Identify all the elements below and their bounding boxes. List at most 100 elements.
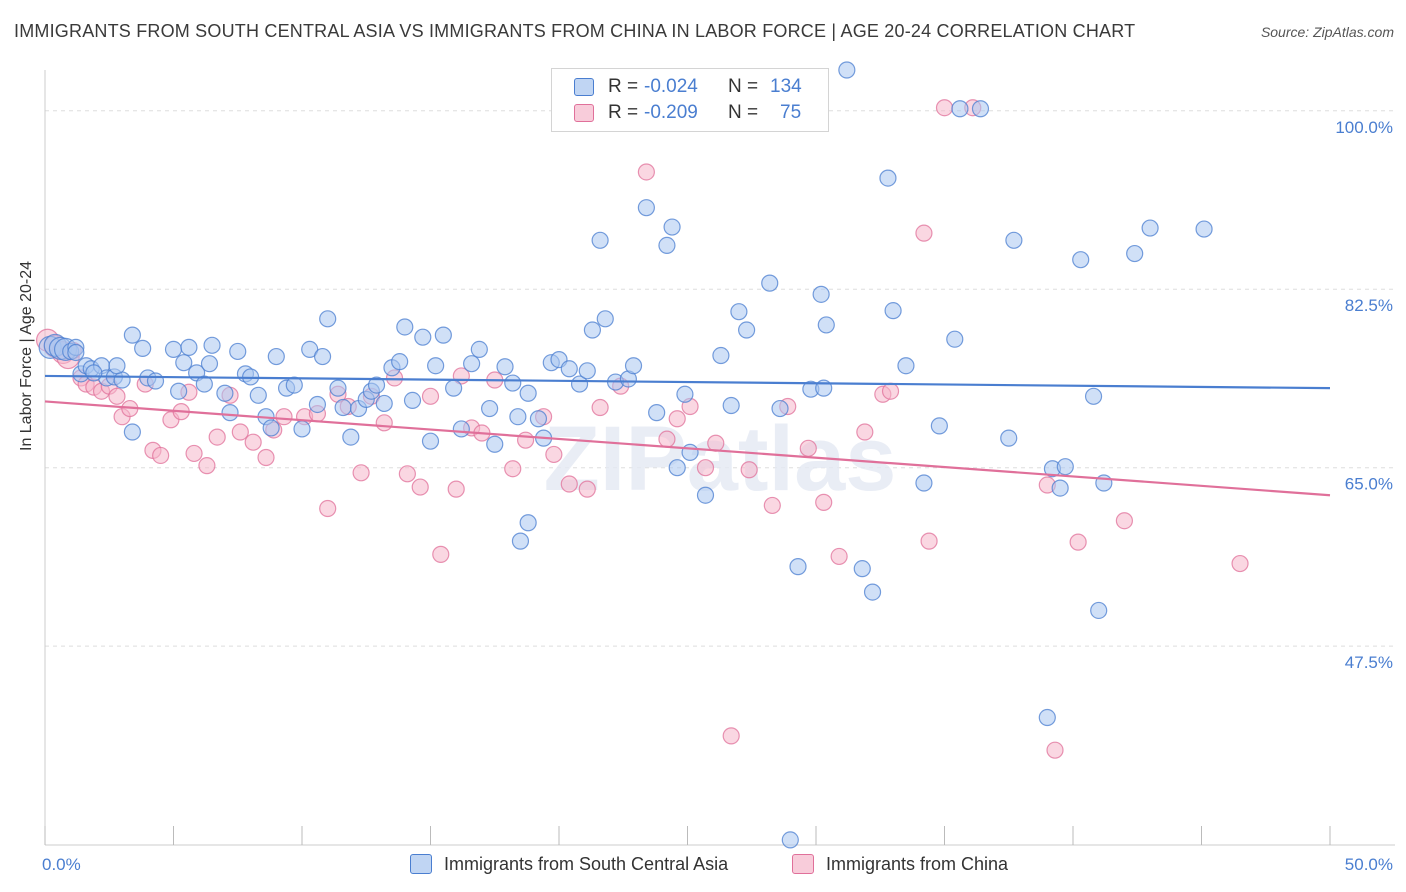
data-point [740, 461, 758, 479]
data-point [681, 443, 699, 462]
data-point [1126, 244, 1144, 263]
data-point [738, 321, 756, 339]
x-tick-labels: 0.0% 50.0% [42, 855, 1393, 874]
y-tick-label: 100.0% [1335, 118, 1393, 137]
data-point [285, 376, 303, 394]
data-point [452, 420, 470, 438]
data-point [108, 387, 126, 405]
data-point [113, 371, 131, 389]
data-point [1072, 251, 1090, 269]
data-point [170, 382, 188, 400]
series-south-central-asia [38, 61, 1213, 849]
data-point [1231, 554, 1249, 573]
data-point [712, 346, 730, 365]
data-point [668, 459, 686, 477]
data-point [185, 444, 203, 463]
data-point [329, 379, 347, 397]
data-point [175, 354, 193, 372]
data-point [838, 61, 856, 79]
data-point [342, 428, 360, 446]
data-point [180, 338, 198, 356]
data-point [789, 558, 807, 576]
data-point [1115, 512, 1134, 530]
n-value: 75 [780, 102, 802, 123]
data-point [930, 417, 948, 435]
pink-swatch [792, 854, 814, 874]
data-point [897, 357, 915, 375]
data-point [696, 459, 715, 477]
data-point [856, 423, 874, 441]
data-point [781, 831, 799, 849]
data-point [244, 433, 262, 451]
data-point [799, 439, 817, 457]
data-point [421, 432, 440, 450]
data-point [257, 448, 275, 467]
data-point [319, 499, 337, 518]
axes [44, 70, 1395, 846]
data-point [123, 423, 141, 441]
data-point [1038, 708, 1056, 727]
data-points [35, 61, 1249, 849]
trend-line-pink [44, 400, 1331, 497]
data-point [771, 399, 789, 418]
data-point [463, 355, 481, 373]
data-point [529, 410, 548, 428]
data-point [164, 340, 183, 359]
trend-lines [44, 374, 1331, 497]
data-point [1069, 533, 1087, 551]
data-point [391, 353, 409, 371]
data-point [198, 457, 216, 475]
bottom-legend-pink: Immigrants from China [792, 852, 1008, 876]
data-point [853, 560, 871, 578]
y-tick-label: 47.5% [1345, 653, 1393, 672]
y-tick-label: 65.0% [1345, 475, 1393, 494]
data-point [85, 364, 103, 382]
data-point [663, 218, 681, 236]
data-point [504, 374, 522, 392]
x-tick-label: 0.0% [42, 855, 81, 874]
blue-swatch [410, 854, 432, 874]
legend-row-blue: R = -0.024 N = 134 [574, 74, 802, 100]
data-point [1000, 429, 1018, 447]
y-axis-label: In Labor Force | Age 20-24 [18, 260, 35, 451]
data-point [1141, 219, 1159, 237]
data-point [200, 355, 219, 373]
data-point [863, 583, 882, 601]
data-point [445, 379, 463, 397]
data-point [398, 465, 416, 483]
data-point [516, 431, 535, 449]
n-label: N = [728, 76, 759, 97]
data-point [519, 384, 537, 402]
data-point [637, 163, 655, 181]
data-point [668, 410, 686, 428]
data-point [676, 385, 694, 403]
source-label: Source: ZipAtlas.com [1260, 24, 1394, 40]
data-point [509, 408, 527, 426]
data-point [496, 358, 514, 376]
n-label: N = [728, 102, 759, 123]
data-point [229, 342, 247, 361]
data-point [396, 318, 414, 336]
data-point [427, 357, 445, 375]
data-point [195, 375, 213, 393]
data-point [971, 100, 990, 118]
data-point [504, 460, 522, 478]
data-point [108, 357, 126, 375]
data-point [470, 340, 488, 359]
data-point [596, 310, 614, 328]
data-point [624, 357, 643, 375]
data-point [560, 475, 578, 493]
data-point [411, 478, 429, 496]
data-point [67, 343, 85, 362]
data-point [1195, 220, 1213, 238]
data-point [519, 514, 537, 532]
data-point [293, 420, 311, 438]
n-value: 134 [770, 76, 802, 97]
data-point [817, 316, 835, 334]
data-point [884, 302, 902, 320]
data-point [591, 398, 609, 417]
data-point [203, 336, 221, 354]
pink-swatch [574, 104, 594, 122]
data-point [267, 347, 285, 366]
